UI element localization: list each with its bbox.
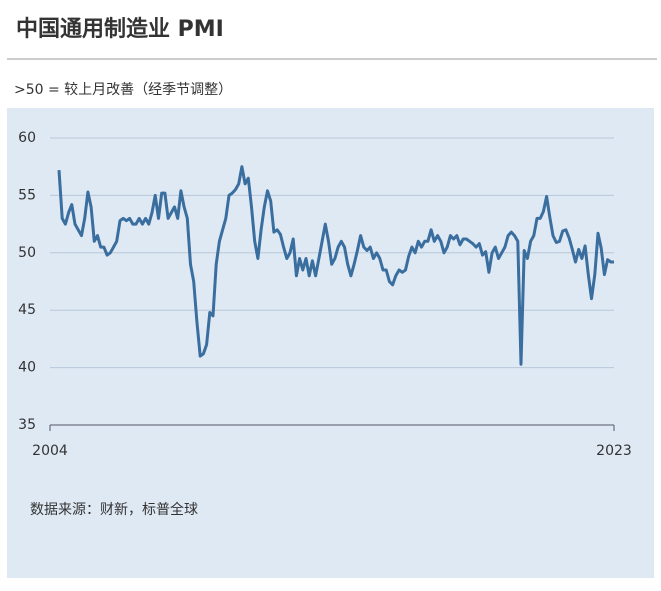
plot-panel [7,108,654,578]
y-tick-label: 60 [18,130,36,146]
y-tick-label: 35 [18,417,36,433]
y-tick-label: 55 [18,187,36,203]
source-note: 数据来源：财新，标普全球 [30,501,198,518]
y-tick-label: 40 [18,360,36,376]
y-tick-label: 50 [18,245,36,261]
y-tick-label: 45 [18,302,36,318]
x-tick-label: 2023 [596,443,632,459]
pmi-line [57,165,614,366]
x-tick-label: 2004 [32,443,68,459]
chart-subtitle: >50 = 较上月改善（经季节调整） [14,82,232,98]
chart-title: 中国通用制造业 PMI [16,17,224,42]
